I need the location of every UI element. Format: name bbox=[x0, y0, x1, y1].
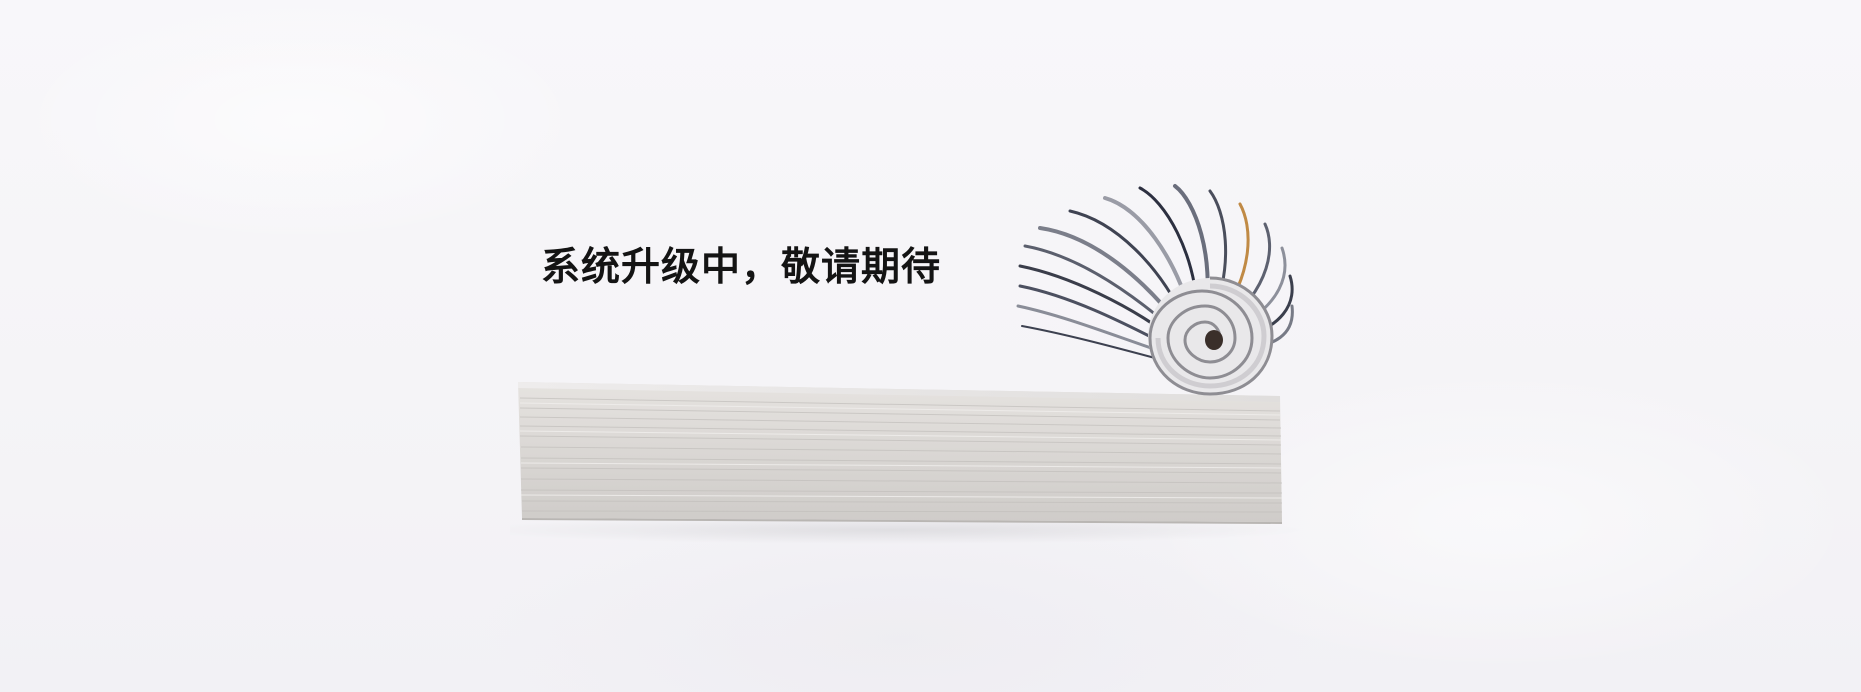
book-with-rolled-magazine-icon bbox=[510, 184, 1310, 544]
page-title: 系统升级中，敬请期待 bbox=[541, 245, 942, 290]
rolled-magazine bbox=[1016, 184, 1294, 396]
book-stack bbox=[518, 382, 1283, 524]
